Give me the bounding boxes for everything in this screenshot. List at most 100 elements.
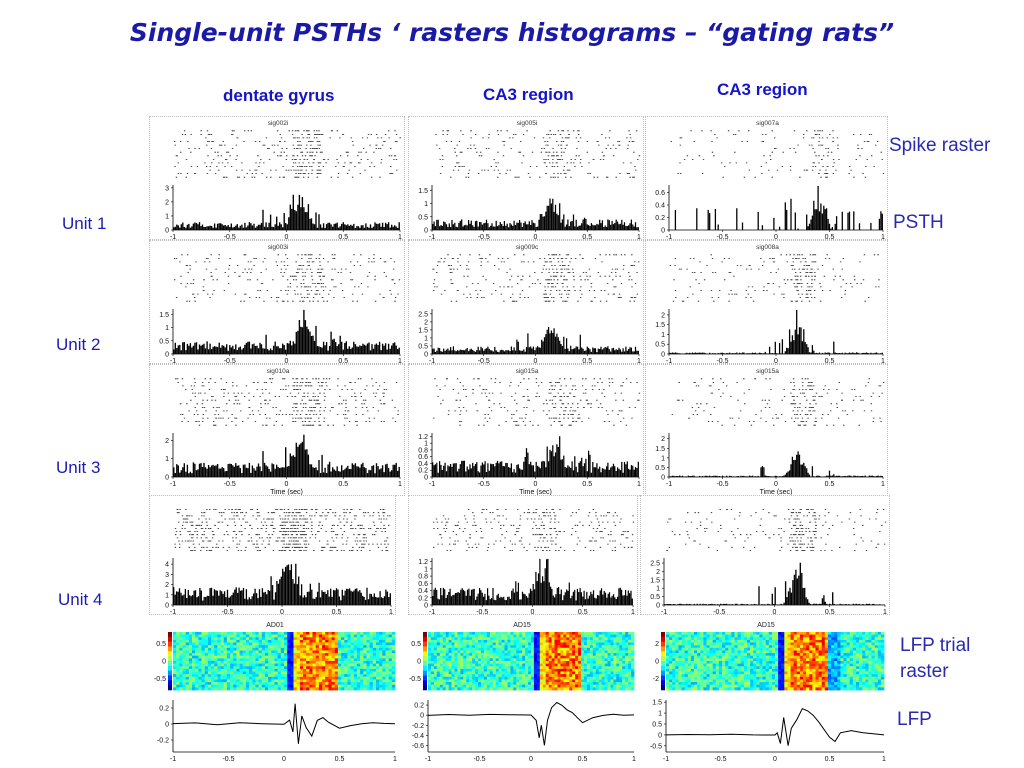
- psth-panel: sig007a 0 0.2 0.4 0.6 -1 -0.5 0 0.5 1: [645, 116, 888, 241]
- psth-chart: sig010a 0 1 2 -1 -0.5 0 0.5 1 Time (sec): [165, 368, 402, 496]
- side-label-lfp: LFP: [897, 709, 932, 730]
- psth-chart: sig005i 0 0.5 1 1.5 -1 -0.5 0 0.5 1: [418, 120, 641, 241]
- lfp-panel: AD15 2 0 -2 1.5 1 0.5 0 -0.5 -1 -0.5 0 0.5 1: [642, 620, 890, 768]
- panel-title: sig003i: [268, 244, 289, 251]
- color-bar: [423, 632, 427, 691]
- color-bar: [168, 632, 172, 691]
- lfp-y-tick-label: -0.2: [412, 723, 424, 730]
- lfp-trial-raster: [666, 632, 885, 691]
- lfp-title: AD01: [266, 622, 284, 629]
- y-tick-label: 1.2: [418, 434, 428, 441]
- lfp-chart: AD01 0.5 0 -0.5 0.2 0 -0.2 -1 -0.5 0 0.5 1: [154, 622, 397, 763]
- y-tick-label: 0.8: [418, 447, 428, 454]
- x-tick-label: 0.5: [338, 481, 348, 488]
- x-tick-label: 1: [637, 481, 641, 488]
- spike-raster: [175, 378, 399, 426]
- y-tick-label: 2: [165, 438, 169, 445]
- spike-raster: [670, 130, 885, 178]
- psth-chart: sig015a 0 0.5 1 1.5 2 -1 -0.5 0 0.5 1 Time (sec): [655, 368, 885, 496]
- y-tick-label: 1.5: [418, 188, 428, 195]
- psth-chart: 00.511.522.5-1 -0.5 0 0.5 1: [650, 509, 887, 616]
- psth-panel: 0 0.2 0.4 0.6 0.8 1 1.2 -1 -0.5 0 0.5 1: [408, 495, 638, 616]
- x-tick-label: -0.5: [716, 358, 728, 365]
- spike-raster: [432, 254, 640, 302]
- x-tick-label: 0.5: [825, 609, 835, 616]
- lfp-x-tick-label: 1: [393, 756, 397, 763]
- spike-raster: [435, 130, 641, 178]
- row-label-unit-3: Unit 3: [56, 458, 101, 477]
- y-tick-label: 0: [424, 228, 428, 235]
- x-tick-label: 0.5: [825, 481, 835, 488]
- psth-histogram: [669, 451, 883, 477]
- y-tick-label: 1.5: [159, 312, 169, 319]
- x-tick-label: 1: [881, 481, 885, 488]
- x-tick-label: -1: [429, 481, 435, 488]
- lfp-x-tick-label: -0.5: [473, 756, 485, 763]
- spike-raster: [433, 509, 635, 551]
- y-tick-label: 1.5: [655, 446, 665, 453]
- psth-histogram: [669, 309, 883, 354]
- y-tick-label: 1: [656, 586, 660, 593]
- psth-panel: sig008a 0 0.5 1 1.5 2 -1 -0.5 0 0.5 1: [645, 240, 888, 365]
- lfp-x-tick-label: -1: [425, 756, 431, 763]
- y-tick-label: 0: [661, 228, 665, 235]
- x-tick-label: -0.5: [221, 609, 233, 616]
- x-tick-label: -0.5: [478, 358, 490, 365]
- x-tick-label: -0.5: [713, 609, 725, 616]
- psth-panel: 0 0.5 1 1.5 2 2.5 -1 -0.5 0 0.5 1: [640, 495, 890, 616]
- y-tick-label: 4: [165, 562, 169, 569]
- column-header-dentate-gyrus: dentate gyrus: [223, 86, 335, 105]
- lfp-y-tick-label: 0.5: [652, 722, 662, 729]
- y-tick-label: 0: [165, 228, 169, 235]
- heat-y-tick-label: -0.5: [409, 676, 421, 683]
- x-tick-label: 1: [398, 358, 402, 365]
- side-label-lfp-trial-raster: LFP trial raster: [900, 635, 971, 682]
- x-tick-label: 1: [398, 234, 402, 241]
- x-tick-label: -0.5: [478, 234, 490, 241]
- psth-chart: 00.20.40.60.811.2-1 -0.5 0 0.5 1: [418, 509, 635, 616]
- x-tick-label: -0.5: [224, 481, 236, 488]
- heat-y-tick-label: 2: [655, 641, 659, 648]
- panel-title: sig010a: [267, 368, 290, 375]
- lfp-trace: [172, 703, 396, 744]
- y-tick-label: 0: [165, 475, 169, 482]
- lfp-title: AD15: [757, 622, 775, 629]
- psth-chart: sig002i 0 1 2 3 -1 -0.5 0 0.5 1: [165, 120, 402, 241]
- lfp-y-tick-label: 0.2: [159, 706, 169, 713]
- x-tick-label: 0: [534, 481, 538, 488]
- lfp-y-tick-label: 0: [165, 722, 169, 729]
- x-tick-label: -1: [666, 481, 672, 488]
- y-tick-label: 1: [424, 335, 428, 342]
- y-tick-label: 0.6: [418, 581, 428, 588]
- x-tick-label: 0: [534, 358, 538, 365]
- x-tick-label: -0.5: [476, 609, 488, 616]
- y-tick-label: 0: [165, 352, 169, 359]
- psth-histogram: [173, 194, 400, 230]
- y-tick-label: 0.5: [655, 465, 665, 472]
- heat-y-tick-label: 0: [162, 659, 166, 666]
- x-tick-label: 1: [389, 609, 393, 616]
- psth-chart: 0 1 2 3 4 -1 -0.5 0 0.5 1: [165, 509, 393, 616]
- spike-raster: [666, 509, 887, 551]
- x-tick-label: 1: [883, 609, 887, 616]
- x-tick-label: 0: [774, 234, 778, 241]
- x-tick-label: 0: [774, 358, 778, 365]
- y-tick-label: 0.6: [418, 454, 428, 461]
- x-tick-label: -1: [170, 481, 176, 488]
- x-tick-label: 1: [398, 481, 402, 488]
- x-tick-label: -1: [429, 358, 435, 365]
- psth-chart: sig008a 0 0.5 1 1.5 2 -1 -0.5 0 0.5 1: [655, 244, 885, 365]
- x-tick-label: 1: [881, 234, 885, 241]
- y-tick-label: 0.5: [159, 338, 169, 345]
- heat-y-tick-label: -0.5: [154, 676, 166, 683]
- y-tick-label: 3: [165, 185, 169, 192]
- y-tick-label: 1: [424, 441, 428, 448]
- lfp-x-tick-label: 0.5: [825, 756, 835, 763]
- heat-y-tick-label: 0: [417, 659, 421, 666]
- heat-y-tick-label: 0.5: [411, 641, 421, 648]
- page-title: Single-unit PSTHs ‘ rasters histograms –…: [129, 18, 895, 47]
- y-tick-label: 0.2: [418, 468, 428, 475]
- x-tick-label: -1: [429, 609, 435, 616]
- y-tick-label: 1: [165, 325, 169, 332]
- lfp-y-tick-label: 0: [420, 713, 424, 720]
